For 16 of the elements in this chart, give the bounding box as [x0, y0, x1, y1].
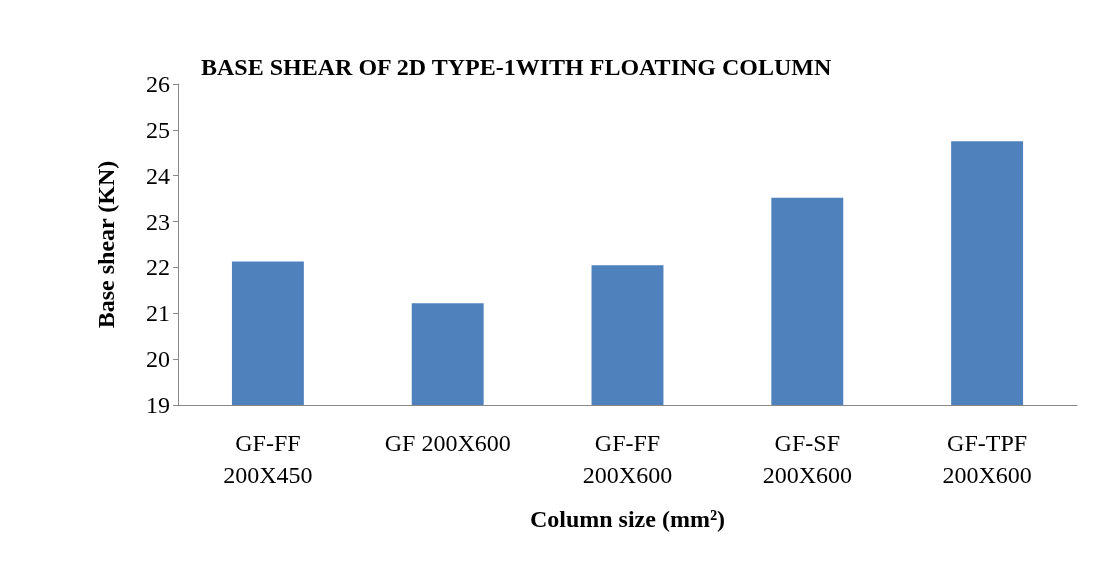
y-tick-label: 25 [146, 116, 170, 143]
y-tick-label: 22 [146, 254, 170, 281]
x-tick-label: GF-FF 200X450 [223, 430, 313, 488]
y-tick-label: 24 [146, 162, 170, 189]
x-tick-label: GF 200X600 [384, 430, 511, 456]
y-axis-title: Base shear (KN) [93, 160, 119, 329]
y-tick-label: 23 [146, 208, 170, 235]
y-tick-label: 19 [146, 392, 170, 418]
chart-title: BASE SHEAR OF 2D TYPE-1WITH FLOATING COLUMN [201, 54, 832, 80]
y-tick-label: 20 [146, 346, 170, 373]
x-tick-label: GF-SF 200X600 [762, 430, 852, 488]
x-tick-label: GF-TPF 200X600 [942, 430, 1032, 488]
y-tick-label: 26 [146, 71, 170, 97]
x-tick-label: GF-FF 200X600 [582, 430, 673, 488]
x-axis-title: Column size (mm²) [529, 506, 726, 532]
y-tick-label: 21 [146, 300, 170, 327]
